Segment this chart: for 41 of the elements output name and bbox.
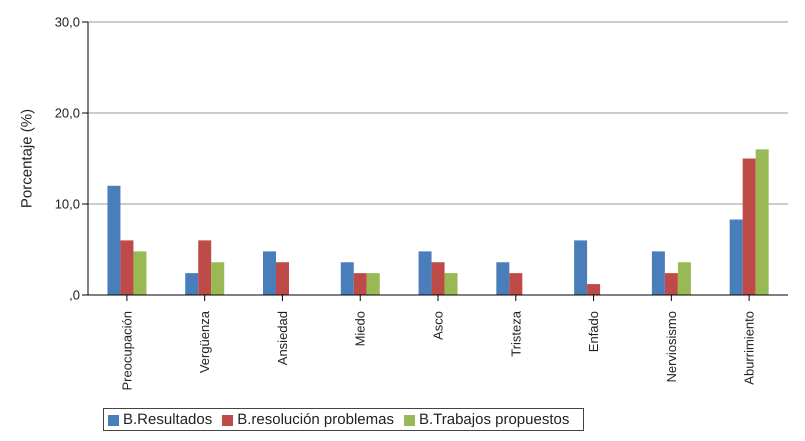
x-tick-label: Aburrimiento: [742, 311, 757, 385]
bar: [756, 149, 769, 295]
bar: [354, 273, 367, 295]
y-axis-title: Porcentaje (%): [18, 108, 36, 208]
bar: [742, 158, 756, 295]
bar: [574, 240, 588, 295]
bar: [678, 262, 691, 295]
legend-label: B.resolución problemas: [237, 411, 394, 428]
legend-label: B.Resultados: [123, 411, 212, 428]
bar: [366, 273, 380, 295]
x-tick-label: Preocupación: [119, 311, 134, 390]
y-tick-label: 20,0: [54, 106, 80, 121]
bar: [418, 251, 432, 295]
bar: [276, 262, 289, 295]
y-tick-label: 30,0: [54, 14, 80, 30]
y-tick-label: 10,0: [54, 196, 80, 212]
x-tick-label: Tristeza: [508, 310, 524, 357]
y-tick-label: ,0: [69, 288, 80, 303]
bar: [587, 284, 600, 295]
bar: [107, 186, 120, 295]
bar: [664, 273, 678, 295]
bar: [185, 273, 198, 295]
bar: [211, 262, 224, 295]
bar: [340, 262, 354, 295]
bar: [509, 273, 522, 295]
bar: [432, 262, 445, 295]
bar: [120, 240, 134, 295]
x-tick-label: Ansiedad: [274, 311, 290, 366]
bar: [444, 273, 458, 295]
x-tick-label: Vergüenza: [197, 310, 212, 374]
x-tick-label: Nerviosismo: [664, 311, 679, 383]
bar: [652, 251, 665, 295]
bar: [496, 262, 510, 295]
bar: [198, 240, 212, 295]
bar: [133, 251, 146, 295]
x-tick-label: Asco: [430, 311, 446, 340]
x-tick-label: Miedo: [352, 311, 368, 346]
x-tick-label: Enfado: [586, 311, 602, 352]
legend-label: B.Trabajos propuestos: [418, 411, 570, 428]
bar: [263, 251, 276, 295]
bar: [730, 219, 743, 295]
